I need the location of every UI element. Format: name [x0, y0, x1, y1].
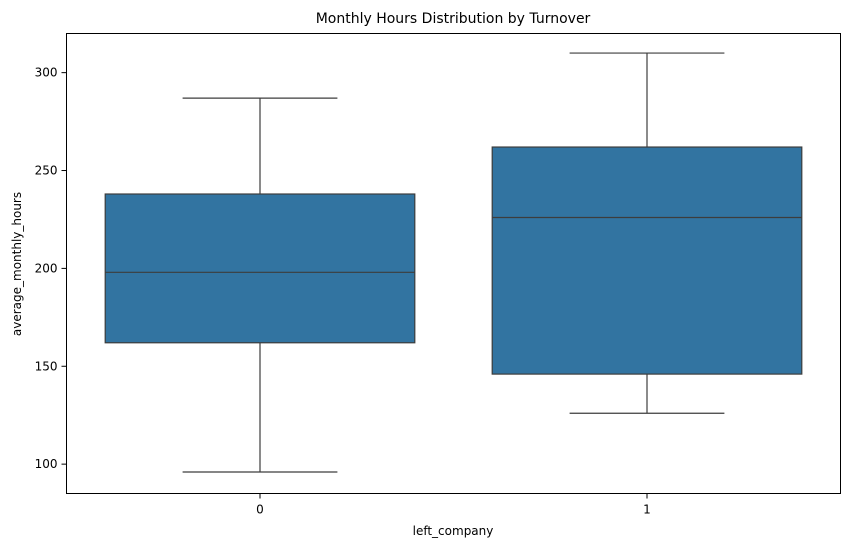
- box-0: [104, 97, 416, 473]
- y-axis: 100 150 200 250 300: [35, 66, 67, 471]
- y-tick-label: 100: [35, 457, 58, 471]
- boxes: [104, 52, 803, 473]
- iqr-box: [491, 146, 803, 375]
- y-tick-label: 250: [35, 164, 58, 178]
- y-tick-label: 150: [35, 359, 58, 373]
- chart-title: Monthly Hours Distribution by Turnover: [316, 11, 591, 27]
- y-tick-label: 300: [35, 66, 58, 80]
- iqr-box: [104, 193, 416, 344]
- plot-frame: [66, 33, 841, 494]
- y-axis-label: average_monthly_hours: [10, 192, 24, 336]
- y-tick-label: 200: [35, 261, 58, 275]
- x-axis-label: left_company: [413, 524, 494, 538]
- x-tick-label: 0: [256, 503, 264, 517]
- box-1: [491, 52, 803, 414]
- x-tick-label: 1: [643, 503, 651, 517]
